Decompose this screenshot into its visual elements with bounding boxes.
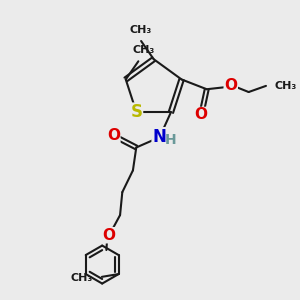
Text: O: O [224,78,237,93]
Text: CH₃: CH₃ [132,45,154,55]
Text: O: O [195,107,208,122]
Text: S: S [130,103,142,121]
Text: CH₃: CH₃ [129,25,152,35]
Text: O: O [107,128,120,143]
Text: CH₃: CH₃ [71,273,93,283]
Text: CH₃: CH₃ [274,81,297,91]
Text: O: O [102,228,115,243]
Text: H: H [165,133,177,147]
Text: N: N [152,128,166,146]
